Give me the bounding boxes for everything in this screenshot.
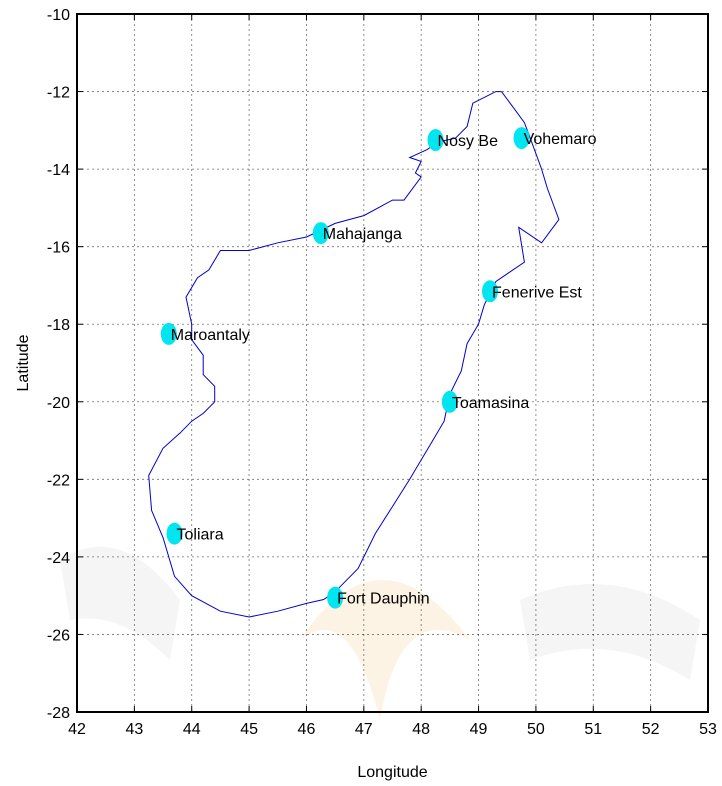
y-axis-ticks: -10 -12 -14 -16 -18 -20 -22 -24 -26 -28: [47, 7, 708, 722]
x-tick-label: 42: [68, 721, 86, 738]
y-tick-label: -22: [47, 472, 70, 489]
y-tick-label: -16: [47, 240, 70, 257]
x-tick-label: 53: [699, 721, 717, 738]
x-tick-label: 44: [183, 721, 201, 738]
city-label: Nosy Be: [438, 133, 499, 150]
city-label: Mahajanga: [323, 226, 402, 243]
city-markers: Nosy Be Vohemaro Mahajanga Fenerive Est Maro…: [160, 127, 597, 609]
city-label: Toliara: [177, 527, 224, 544]
y-axis-label: Latitude: [15, 334, 32, 391]
y-tick-label: -10: [47, 7, 70, 24]
y-tick-label: -20: [47, 395, 70, 412]
y-tick-label: -28: [47, 705, 70, 722]
city-label: Toamasina: [452, 395, 529, 412]
plot-frame: [76, 13, 709, 713]
x-tick-label: 46: [298, 721, 316, 738]
x-tick-label: 51: [584, 721, 602, 738]
y-tick-label: -26: [47, 627, 70, 644]
city-marker: [427, 129, 444, 152]
city-label: Fort Dauphin: [337, 591, 430, 608]
city-marker: [513, 127, 530, 150]
city-marker: [482, 280, 499, 303]
y-tick-label: -18: [47, 317, 70, 334]
island-outline: [148, 91, 560, 618]
city-label: Fenerive Est: [492, 284, 582, 301]
city-label: Maroantaly: [171, 327, 250, 344]
x-axis-label: Longitude: [357, 764, 427, 781]
city-marker: [160, 322, 177, 345]
city-marker: [312, 222, 329, 245]
city-marker: [441, 390, 458, 413]
city-label: Vohemaro: [524, 131, 597, 148]
x-tick-label: 47: [355, 721, 373, 738]
city-marker: [327, 586, 344, 609]
x-tick-label: 43: [125, 721, 143, 738]
y-tick-label: -14: [47, 162, 70, 179]
y-tick-label: -12: [47, 85, 70, 102]
x-tick-label: 48: [412, 721, 430, 738]
grid: [77, 14, 708, 712]
plot-border: [76, 13, 709, 713]
x-tick-label: 45: [240, 721, 258, 738]
x-tick-label: 50: [527, 721, 545, 738]
x-tick-label: 52: [642, 721, 660, 738]
x-tick-label: 49: [470, 721, 488, 738]
city-marker: [166, 522, 183, 545]
x-axis-ticks: 42 43 44 45 46 47 48 49 50 51 52 53: [68, 14, 717, 738]
y-tick-label: -24: [47, 550, 70, 567]
